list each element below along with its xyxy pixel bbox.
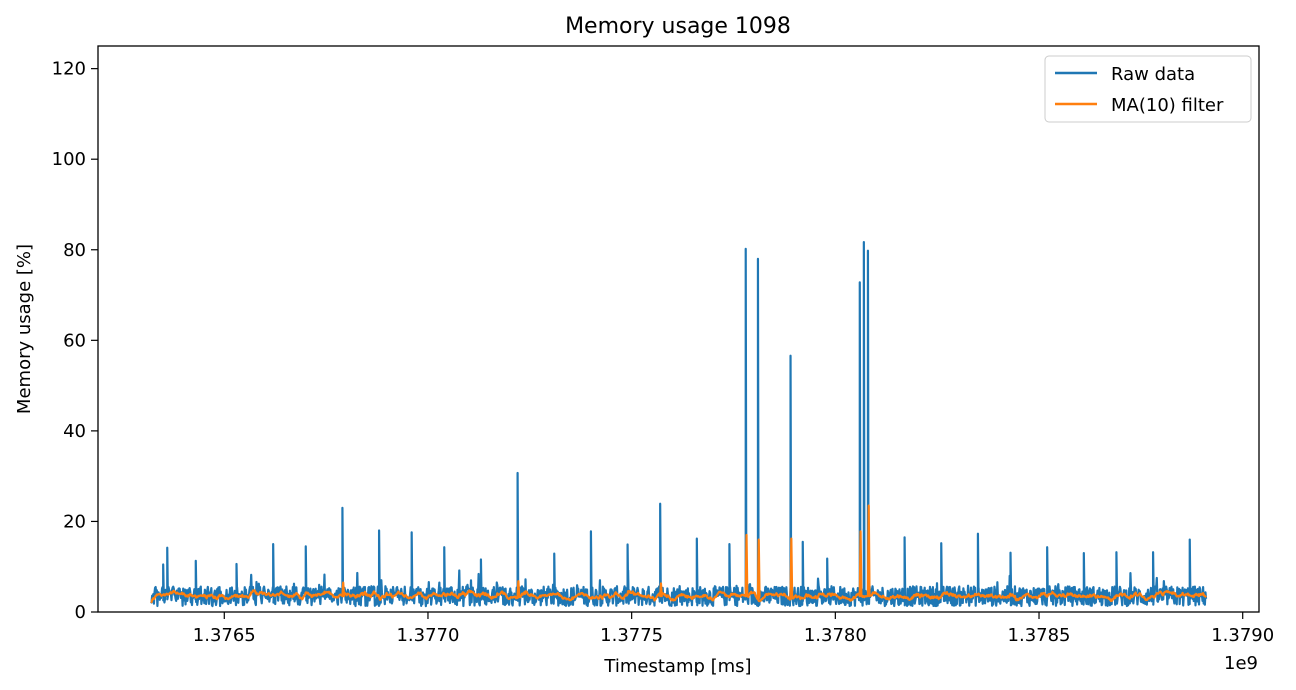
y-tick-label: 60 [63,330,86,351]
series-line-ma-filter [150,504,1207,604]
x-axis-ticks: 1.3765 1.3770 1.3775 1.3780 1.3785 1.3790 [193,612,1274,646]
x-tick-label: 1.3765 [193,625,256,646]
y-tick-label: 120 [52,59,86,80]
y-tick-label: 80 [63,240,86,261]
x-tick-label: 1.3775 [600,625,663,646]
y-tick-label: 0 [75,602,86,623]
plot-frame [97,45,1260,613]
plot-area [150,240,1208,608]
y-tick-label: 40 [63,421,86,442]
x-axis-label: Timestamp [ms] [603,656,751,677]
x-axis-offset-label: 1e9 [1224,653,1258,674]
chart-title: Memory usage 1098 [565,14,791,39]
legend-label-ma-filter: MA(10) filter [1111,95,1224,116]
series-layer [150,240,1208,608]
y-axis-label: Memory usage [%] [14,244,35,414]
x-tick-label: 1.3785 [1008,625,1071,646]
y-axis-ticks: 0 20 40 60 80 100 120 [52,59,98,623]
x-tick-label: 1.3770 [396,625,459,646]
legend-label-raw-data: Raw data [1111,64,1195,85]
x-tick-label: 1.3790 [1211,625,1274,646]
y-tick-label: 100 [52,149,86,170]
x-tick-label: 1.3780 [804,625,867,646]
legend: Raw data MA(10) filter [1044,55,1252,123]
y-tick-label: 20 [63,511,86,532]
